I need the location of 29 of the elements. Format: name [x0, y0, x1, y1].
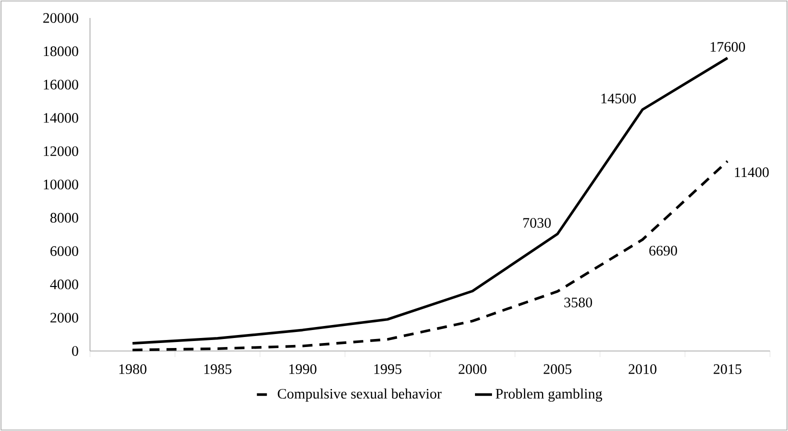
- data-label: 14500: [601, 94, 636, 104]
- y-tick-label: 14000: [44, 113, 78, 123]
- x-tick-label: 1980: [119, 364, 146, 374]
- data-label: 3580: [564, 298, 592, 308]
- x-tick-label: 1995: [374, 364, 402, 374]
- y-tick-label: 16000: [44, 80, 78, 90]
- y-tick-label: 8000: [50, 212, 78, 223]
- x-tick-label: 2005: [544, 364, 572, 374]
- line-series: [131, 56, 729, 345]
- y-tick-label: 20000: [43, 13, 78, 23]
- y-tick-label: 4000: [50, 280, 78, 290]
- x-tick-label: 1985: [204, 364, 232, 374]
- y-tick-label: 12000: [44, 146, 78, 156]
- line-series: [131, 160, 729, 352]
- x-tick-label: 1990: [289, 364, 316, 374]
- x-tick-label: 2015: [714, 364, 742, 374]
- y-tick-label: 2000: [50, 312, 78, 323]
- data-label: 6690: [649, 246, 678, 256]
- data-label: 11400: [734, 167, 769, 178]
- y-tick-label: 10000: [44, 180, 78, 190]
- data-label: 17600: [710, 42, 746, 52]
- y-tick-label: 6000: [50, 246, 78, 256]
- x-tick-label: 2000: [458, 364, 486, 374]
- y-tick-label: 0: [72, 346, 78, 356]
- x-tick-label: 2010: [628, 364, 656, 374]
- data-label: 7030: [523, 218, 551, 228]
- y-tick-label: 18000: [44, 46, 78, 56]
- legend-label: Compulsive sexual behavior: [278, 388, 442, 402]
- legend-label: Problem gambling: [496, 388, 602, 402]
